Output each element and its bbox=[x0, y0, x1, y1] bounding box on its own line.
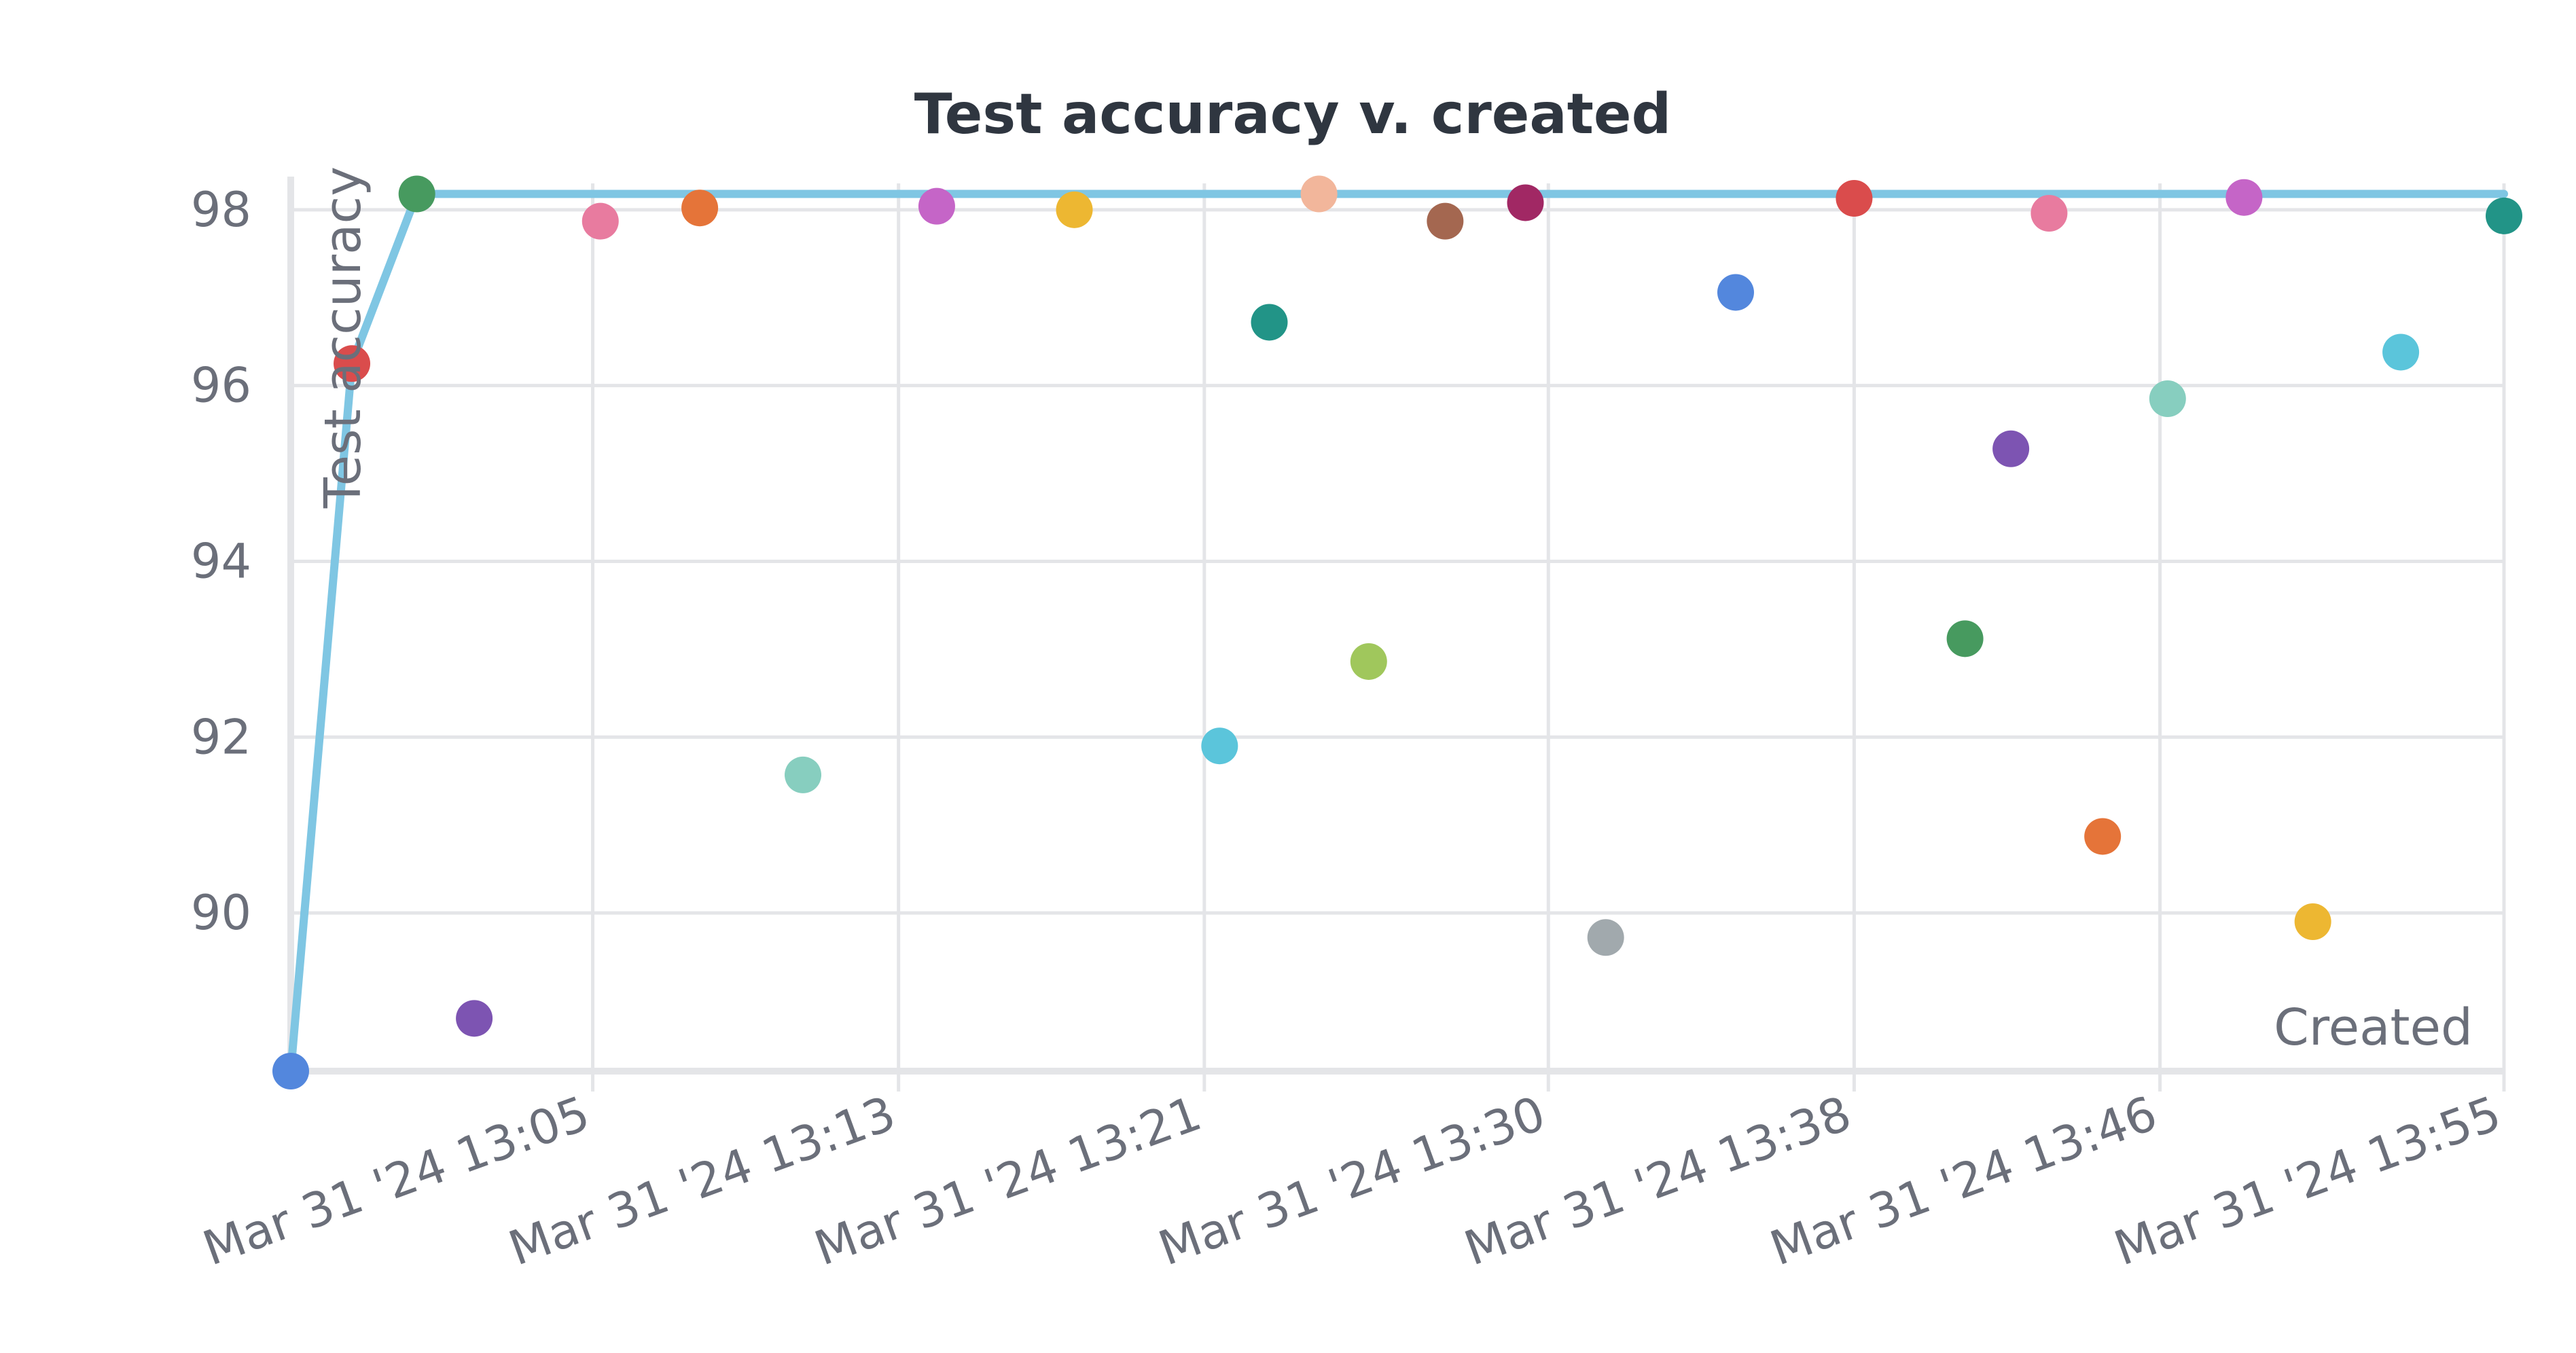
data-point bbox=[1507, 184, 1544, 221]
x-tick-label: Mar 31 '24 13:55 bbox=[2107, 1085, 2508, 1277]
data-point bbox=[1427, 202, 1464, 240]
data-point bbox=[1946, 620, 1984, 657]
data-point bbox=[398, 175, 435, 213]
data-point bbox=[1251, 304, 1288, 341]
data-point bbox=[582, 202, 619, 240]
data-point bbox=[2225, 179, 2263, 216]
data-point bbox=[2486, 197, 2522, 234]
data-point bbox=[456, 1000, 493, 1037]
data-point bbox=[334, 345, 371, 382]
data-point bbox=[1300, 175, 1338, 213]
data-point bbox=[1992, 430, 2030, 467]
data-point bbox=[918, 187, 955, 225]
data-point bbox=[1350, 643, 1387, 680]
y-tick-label: 98 bbox=[191, 182, 251, 238]
data-point bbox=[1587, 919, 1624, 956]
y-tick-label: 92 bbox=[191, 709, 251, 765]
data-point bbox=[1201, 727, 1238, 765]
data-point bbox=[1056, 191, 1093, 228]
y-tick-label: 90 bbox=[191, 885, 251, 941]
data-point bbox=[785, 756, 822, 793]
label-layer: Test accuracy Created bbox=[314, 166, 2473, 1057]
data-point bbox=[2382, 333, 2420, 371]
chart-title: Test accuracy v. created bbox=[914, 82, 1672, 147]
data-point bbox=[2031, 194, 2068, 232]
x-axis-label: Created bbox=[2274, 998, 2473, 1057]
line-layer bbox=[287, 190, 2508, 1075]
y-tick-label: 94 bbox=[191, 533, 251, 589]
y-axis-label: Test accuracy bbox=[314, 166, 372, 509]
best-so-far-line bbox=[287, 190, 2508, 1075]
data-point bbox=[272, 1053, 309, 1089]
data-point bbox=[2294, 903, 2331, 941]
data-point bbox=[681, 190, 719, 227]
data-point bbox=[1836, 179, 1873, 217]
grid-layer bbox=[291, 183, 2506, 1092]
y-tick-label: 96 bbox=[191, 358, 251, 414]
point-layer bbox=[272, 175, 2522, 1089]
data-point bbox=[1717, 274, 1754, 311]
data-point bbox=[2084, 818, 2122, 855]
data-point bbox=[2149, 380, 2186, 418]
